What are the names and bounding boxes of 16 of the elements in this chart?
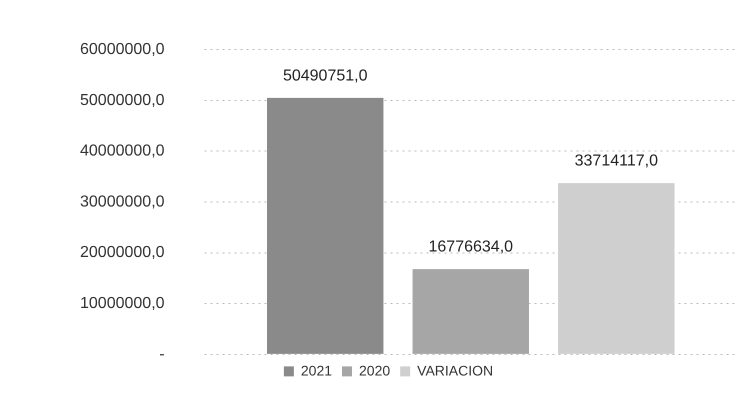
y-tick-label: 10000000,0 — [80, 295, 165, 312]
y-tick-label: - — [159, 346, 165, 363]
y-tick-label: 50000000,0 — [80, 92, 165, 109]
bar — [558, 183, 675, 354]
legend-label: 2021 — [300, 362, 332, 378]
legend-label: 2020 — [359, 362, 390, 378]
legend-label: VARIACION — [417, 362, 494, 378]
bar — [267, 98, 384, 354]
bar — [412, 269, 529, 354]
data-label: 33714117,0 — [574, 152, 658, 170]
y-tick-label: 60000000,0 — [80, 41, 165, 58]
data-label: 16776634,0 — [428, 238, 514, 256]
y-tick-label: 20000000,0 — [80, 244, 165, 262]
data-label: 50490751,0 — [282, 67, 368, 84]
y-tick-label: 40000000,0 — [80, 142, 165, 160]
y-tick-label: 30000000,0 — [80, 193, 165, 210]
